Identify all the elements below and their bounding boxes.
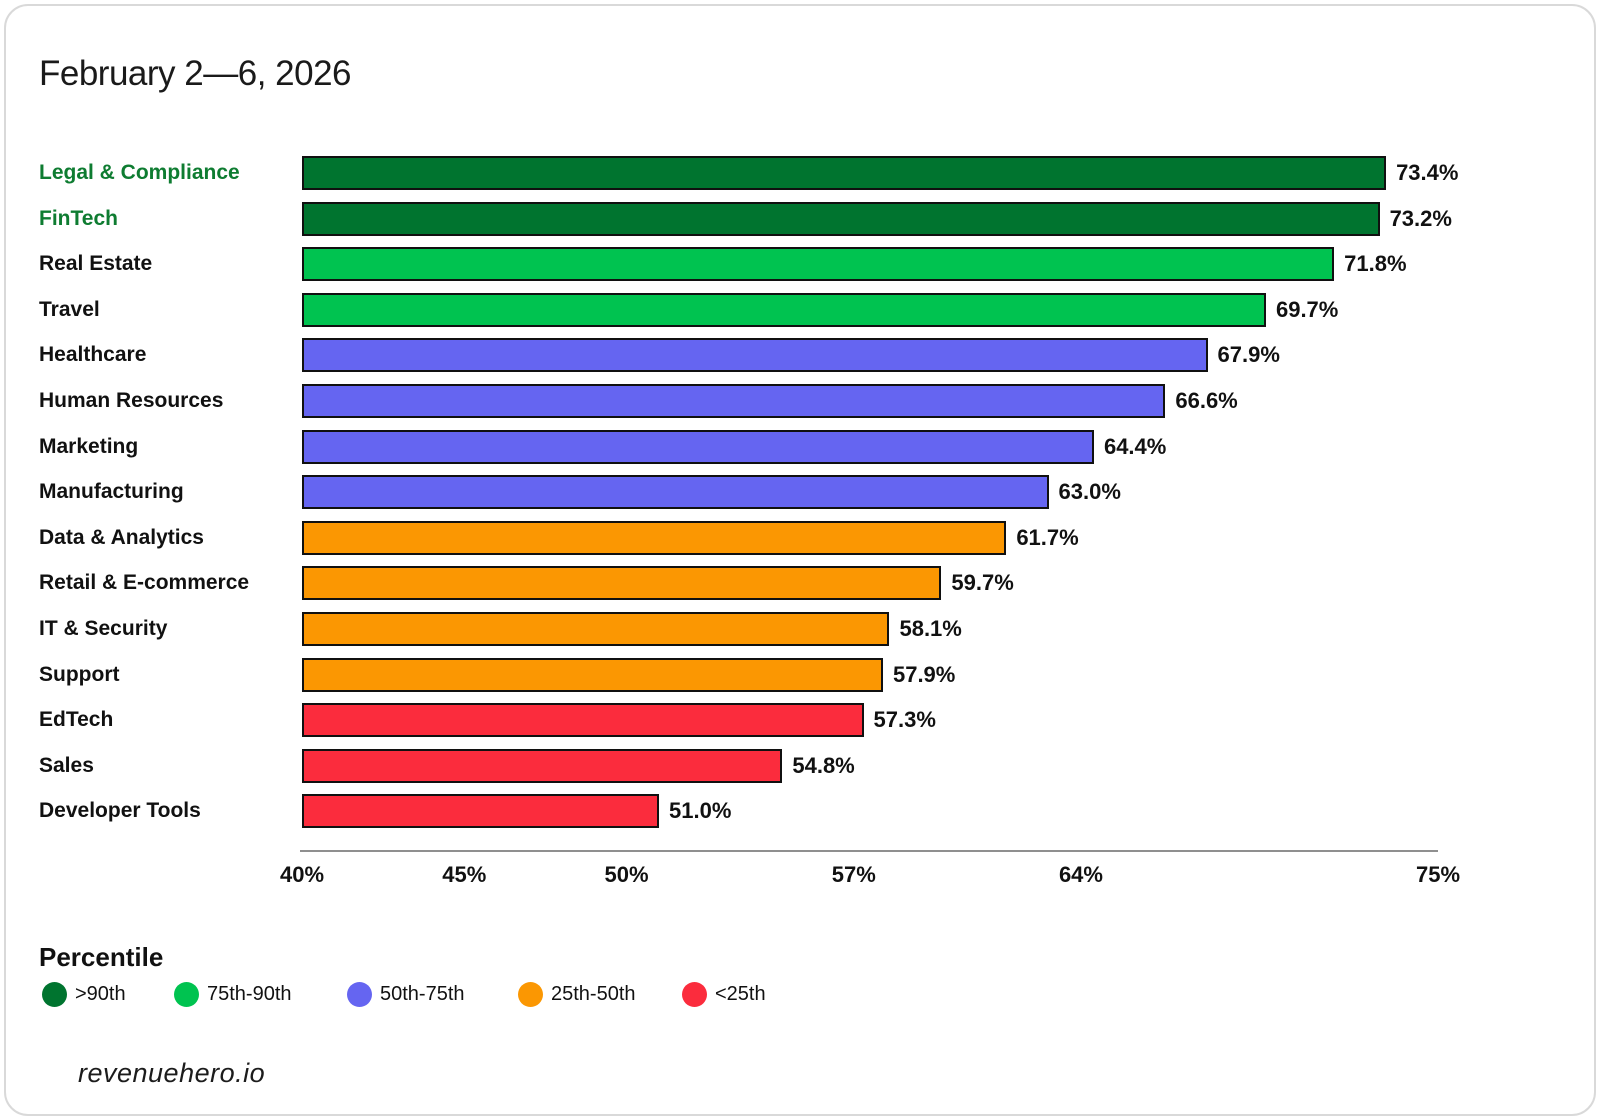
value-label: 61.7% [1016, 524, 1079, 550]
legend-dot-icon [174, 981, 199, 1007]
legend-item-label: >90th [75, 982, 126, 1005]
x-tick-label: 50% [604, 862, 649, 887]
legend-item-label: 75th-90th [207, 982, 292, 1005]
value-label: 71.8% [1344, 251, 1407, 277]
value-label: 69.7% [1275, 296, 1339, 322]
value-label: 57.9% [892, 661, 956, 687]
value-label: 73.2% [1389, 205, 1452, 231]
bar [302, 429, 1094, 464]
bar [302, 703, 864, 738]
category-label: Human Resources [39, 389, 224, 412]
x-axis-line [300, 850, 1438, 852]
category-label: FinTech [39, 206, 118, 230]
bar-row: FinTech 73.2% [6, 201, 1594, 236]
legend-item: >90th [42, 980, 126, 1008]
legend-item: 75th-90th [174, 980, 292, 1008]
bar [302, 384, 1166, 418]
bar-row: Real Estate 71.8% [6, 247, 1594, 282]
legend-item: <25th [682, 980, 766, 1008]
legend-item-label: 50th-75th [380, 982, 465, 1005]
value-label: 51.0% [669, 798, 732, 824]
bar-row: Healthcare 67.9% [6, 338, 1594, 373]
bar [302, 292, 1266, 327]
legend-item-label: 25th-50th [551, 982, 636, 1005]
value-label: 57.3% [873, 707, 936, 733]
bar [302, 794, 660, 829]
value-label: 73.4% [1396, 160, 1459, 185]
value-label: 67.9% [1217, 342, 1280, 368]
category-label: Support [39, 662, 120, 686]
chart-title: February 2—6, 2026 [39, 54, 352, 93]
legend-title: Percentile [39, 942, 164, 972]
bar [302, 748, 783, 783]
category-label: Data & Analytics [39, 525, 204, 549]
bar-row: Developer Tools 51.0% [6, 794, 1594, 829]
bar [302, 520, 1007, 555]
category-label: Retail & E-commerce [39, 571, 250, 595]
brand-footer: revenuehero.io [78, 1058, 266, 1088]
category-label: Travel [39, 297, 100, 321]
bar-row: IT & Security 58.1% [6, 612, 1594, 646]
bar [302, 657, 883, 692]
bar-row: Travel 69.7% [6, 292, 1594, 327]
bar-row: Manufacturing 63.0% [6, 475, 1594, 510]
bar [302, 612, 890, 646]
x-tick-label: 75% [1415, 862, 1461, 887]
x-tick-label: 57% [831, 862, 876, 887]
category-label: EdTech [39, 708, 114, 732]
x-tick-label: 45% [442, 862, 487, 887]
bar-row: Sales 54.8% [6, 748, 1594, 783]
category-label: Marketing [39, 434, 139, 458]
bar-row: Legal & Compliance 73.4% [6, 156, 1594, 190]
legend-item: 50th-75th [347, 980, 465, 1008]
x-tick-label: 40% [279, 862, 325, 887]
category-label: Legal & Compliance [39, 161, 240, 184]
bar-row: Retail & E-commerce 59.7% [6, 566, 1594, 601]
value-label: 58.1% [899, 616, 962, 641]
category-label: Healthcare [39, 343, 147, 367]
chart-card: February 2—6, 2026 Percentile revenueher… [4, 4, 1596, 1116]
legend-item: 25th-50th [518, 980, 636, 1008]
legend-dot-icon [42, 981, 67, 1007]
category-label: Sales [39, 753, 94, 777]
bar [302, 475, 1049, 510]
bar-row: Marketing 64.4% [6, 429, 1594, 464]
value-label: 63.0% [1058, 479, 1121, 505]
legend-item-label: <25th [715, 982, 766, 1005]
category-label: Real Estate [39, 252, 153, 276]
value-label: 54.8% [792, 752, 855, 778]
legend-dot-icon [682, 981, 707, 1007]
legend-dot-icon [518, 981, 543, 1007]
bar-row: EdTech 57.3% [6, 703, 1594, 738]
value-label: 66.6% [1175, 388, 1238, 413]
bar [302, 566, 942, 601]
value-label: 64.4% [1103, 433, 1167, 459]
category-label: Manufacturing [39, 480, 184, 504]
bar [302, 247, 1335, 282]
bar-row: Human Resources 66.6% [6, 384, 1594, 418]
bar [302, 156, 1387, 190]
value-label: 59.7% [951, 570, 1014, 596]
category-label: Developer Tools [39, 799, 201, 823]
bar-row: Data & Analytics 61.7% [6, 520, 1594, 555]
legend-dot-icon [347, 981, 372, 1007]
bar-row: Support 57.9% [6, 657, 1594, 692]
bar [302, 338, 1208, 373]
x-tick-label: 64% [1058, 862, 1103, 887]
bar [302, 201, 1380, 236]
category-label: IT & Security [39, 617, 168, 640]
